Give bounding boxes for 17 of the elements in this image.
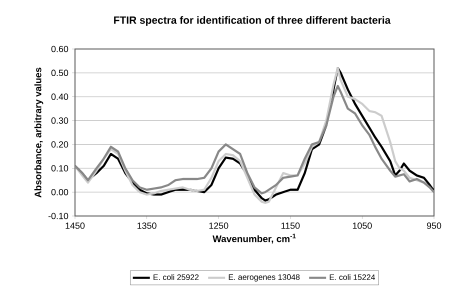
y-axis-title: Absorbance, arbitrary values	[34, 68, 44, 198]
x-tick-label: 1050	[352, 222, 372, 229]
y-tick-label: 0.00	[51, 188, 68, 196]
y-tick-label: 0.10	[51, 165, 68, 172]
x-tick-label: 1350	[138, 222, 156, 229]
y-tick-label: -0.10	[48, 212, 68, 220]
x-tick-label: 1150	[281, 222, 300, 229]
y-tick-label: 0.20	[51, 141, 68, 148]
x-tick-label: 950	[426, 222, 442, 229]
y-tick-label: 0.60	[51, 46, 68, 52]
y-tick-label: 0.40	[51, 94, 68, 100]
x-tick-label: 1250	[209, 222, 228, 229]
y-tick-label: 0.30	[51, 117, 68, 124]
chart-title: FTIR spectra for identification of three different bacteria	[114, 16, 391, 26]
x-tick-label: 1450	[66, 222, 85, 229]
y-tick-label: 0.50	[51, 70, 68, 76]
x-axis-title: Wavenumber, cm$^{-1}$	[212, 234, 296, 244]
